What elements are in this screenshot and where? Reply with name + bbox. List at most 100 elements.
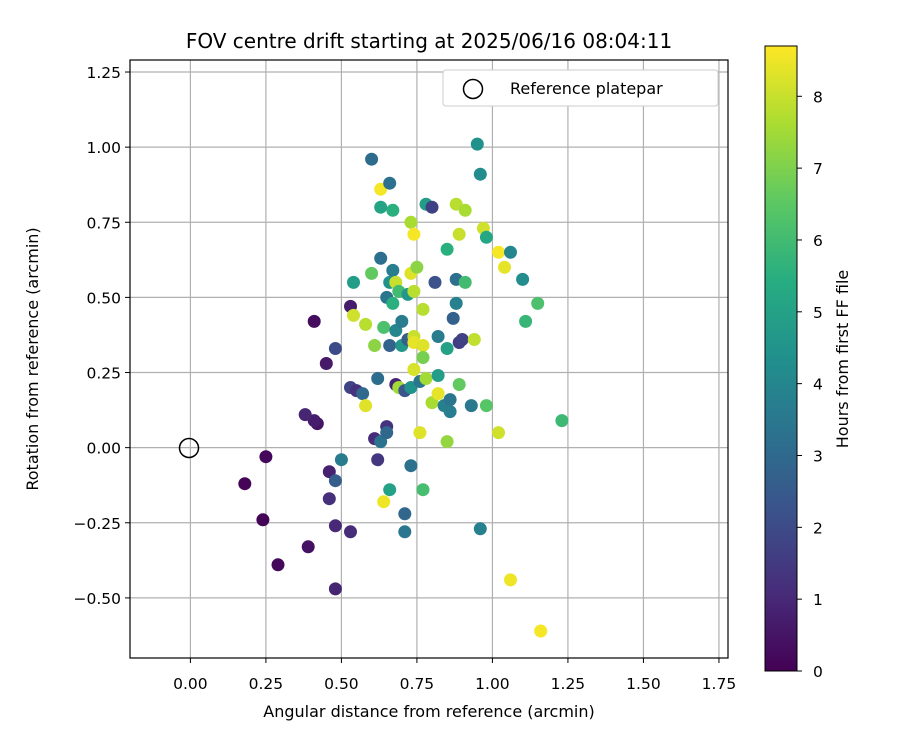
data-point [443, 393, 457, 407]
data-point [404, 215, 418, 229]
data-point [440, 242, 454, 256]
chart-title: FOV centre drift starting at 2025/06/16 … [186, 29, 672, 53]
colorbar-tick-label: 2 [813, 519, 823, 537]
colorbar-tick-label: 3 [813, 447, 823, 465]
x-tick-label: 1.50 [626, 675, 661, 693]
data-point [383, 483, 397, 497]
data-point [416, 351, 430, 364]
data-point [328, 582, 342, 596]
data-point [443, 405, 457, 419]
data-point [365, 266, 379, 280]
data-point [464, 399, 478, 413]
data-point [455, 333, 469, 346]
colorbar-tick-label: 6 [813, 232, 823, 250]
data-point [383, 176, 397, 190]
colorbar-tick-label: 4 [813, 376, 823, 394]
data-point [328, 519, 342, 533]
data-point [492, 426, 505, 440]
data-point [498, 260, 511, 274]
x-axis-ticks: 0.00 0.25 0.50 0.75 1.00 1.25 1.50 1.75 [173, 658, 736, 693]
data-point [410, 260, 424, 274]
data-point [368, 339, 382, 352]
data-point [398, 525, 412, 539]
data-point [452, 378, 466, 391]
data-point [431, 369, 445, 382]
y-tick-label: 0.00 [86, 440, 121, 458]
y-axis-ticks: −0.50 −0.25 0.00 0.25 0.50 0.75 1.00 1.25 [74, 64, 130, 608]
data-points [238, 137, 569, 638]
x-tick-label: 1.25 [551, 675, 586, 693]
data-point [467, 333, 481, 346]
data-point [301, 540, 315, 554]
x-tick-label: 1.75 [702, 675, 737, 693]
data-point [504, 573, 517, 587]
data-point [416, 339, 430, 352]
y-tick-label: 1.25 [86, 64, 121, 82]
data-point [271, 558, 285, 572]
data-point [504, 245, 517, 259]
colorbar-ticks: 0 1 2 3 4 5 6 7 8 [797, 88, 823, 681]
legend-label: Reference platepar [510, 79, 663, 98]
data-point [428, 275, 442, 289]
x-tick-label: 0.25 [249, 675, 284, 693]
data-point [479, 399, 493, 413]
x-tick-label: 0.00 [173, 675, 208, 693]
data-point [440, 435, 454, 449]
data-point [431, 330, 445, 343]
data-point [531, 296, 545, 310]
data-point [449, 296, 463, 310]
data-point [419, 372, 433, 385]
data-point [519, 314, 533, 328]
legend-box [442, 69, 719, 107]
y-tick-label: 1.00 [86, 139, 121, 157]
data-point [238, 477, 252, 491]
colorbar-gradient [764, 45, 798, 672]
data-point [458, 275, 472, 289]
colorbar-tick-label: 1 [813, 591, 823, 609]
data-point [395, 314, 409, 328]
data-point [431, 387, 445, 401]
plot-frame [129, 59, 729, 659]
data-point [356, 387, 370, 401]
data-point [371, 372, 385, 385]
y-tick-label: −0.50 [74, 590, 122, 608]
y-axis-label: Rotation from reference (arcmin) [23, 227, 42, 490]
data-point [473, 522, 487, 536]
data-point [322, 492, 336, 506]
data-point [425, 200, 439, 214]
x-tick-label: 0.75 [400, 675, 435, 693]
data-point [446, 311, 460, 325]
colorbar: 0 1 2 3 4 5 6 7 8 Hours from first FF file [764, 45, 852, 681]
data-point [365, 152, 379, 166]
data-point [473, 167, 487, 181]
data-point [334, 453, 348, 467]
data-point [470, 137, 484, 151]
data-point [359, 317, 373, 331]
data-point [298, 408, 312, 422]
x-tick-label: 1.00 [475, 675, 510, 693]
data-point [386, 263, 400, 277]
data-point [407, 227, 421, 241]
colorbar-tick-label: 7 [813, 160, 823, 178]
data-point [319, 357, 333, 370]
data-point [440, 342, 454, 355]
colorbar-tick-label: 0 [813, 663, 823, 681]
data-point [386, 203, 400, 217]
data-point [371, 453, 385, 467]
data-point [374, 251, 388, 265]
data-point [374, 200, 388, 214]
data-point [407, 284, 421, 298]
colorbar-label: Hours from first FF file [833, 270, 852, 449]
data-point [407, 363, 421, 376]
data-point [492, 245, 505, 259]
data-point [458, 203, 472, 217]
legend: Reference platepar [442, 69, 719, 107]
data-point [555, 414, 569, 428]
data-point [377, 320, 391, 334]
y-tick-label: 0.25 [86, 365, 121, 383]
y-tick-label: −0.25 [74, 515, 122, 533]
data-point [344, 525, 357, 539]
data-point [452, 227, 466, 241]
y-tick-label: 0.50 [86, 289, 121, 307]
